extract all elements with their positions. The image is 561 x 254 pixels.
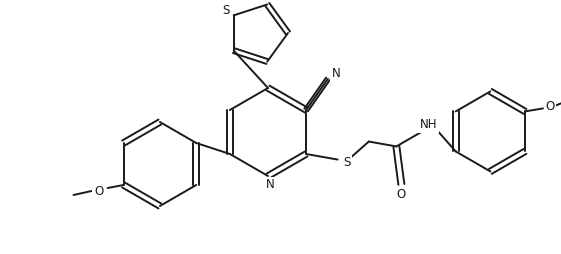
Text: O: O xyxy=(545,100,555,113)
Text: N: N xyxy=(332,67,341,80)
Text: O: O xyxy=(397,188,406,201)
Text: N: N xyxy=(265,179,274,192)
Text: NH: NH xyxy=(420,118,437,131)
Text: S: S xyxy=(343,156,350,169)
Text: S: S xyxy=(222,4,229,17)
Text: O: O xyxy=(94,185,103,198)
